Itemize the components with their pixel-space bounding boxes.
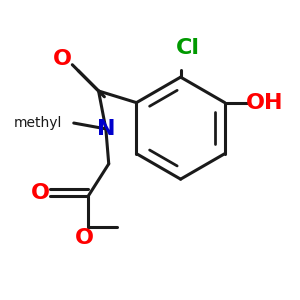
Text: OH: OH	[245, 93, 283, 112]
Text: O: O	[31, 183, 50, 203]
Text: O: O	[74, 228, 94, 248]
Text: N: N	[97, 119, 115, 139]
Text: Cl: Cl	[176, 38, 200, 58]
Text: O: O	[52, 49, 72, 69]
Text: methyl: methyl	[14, 116, 62, 130]
